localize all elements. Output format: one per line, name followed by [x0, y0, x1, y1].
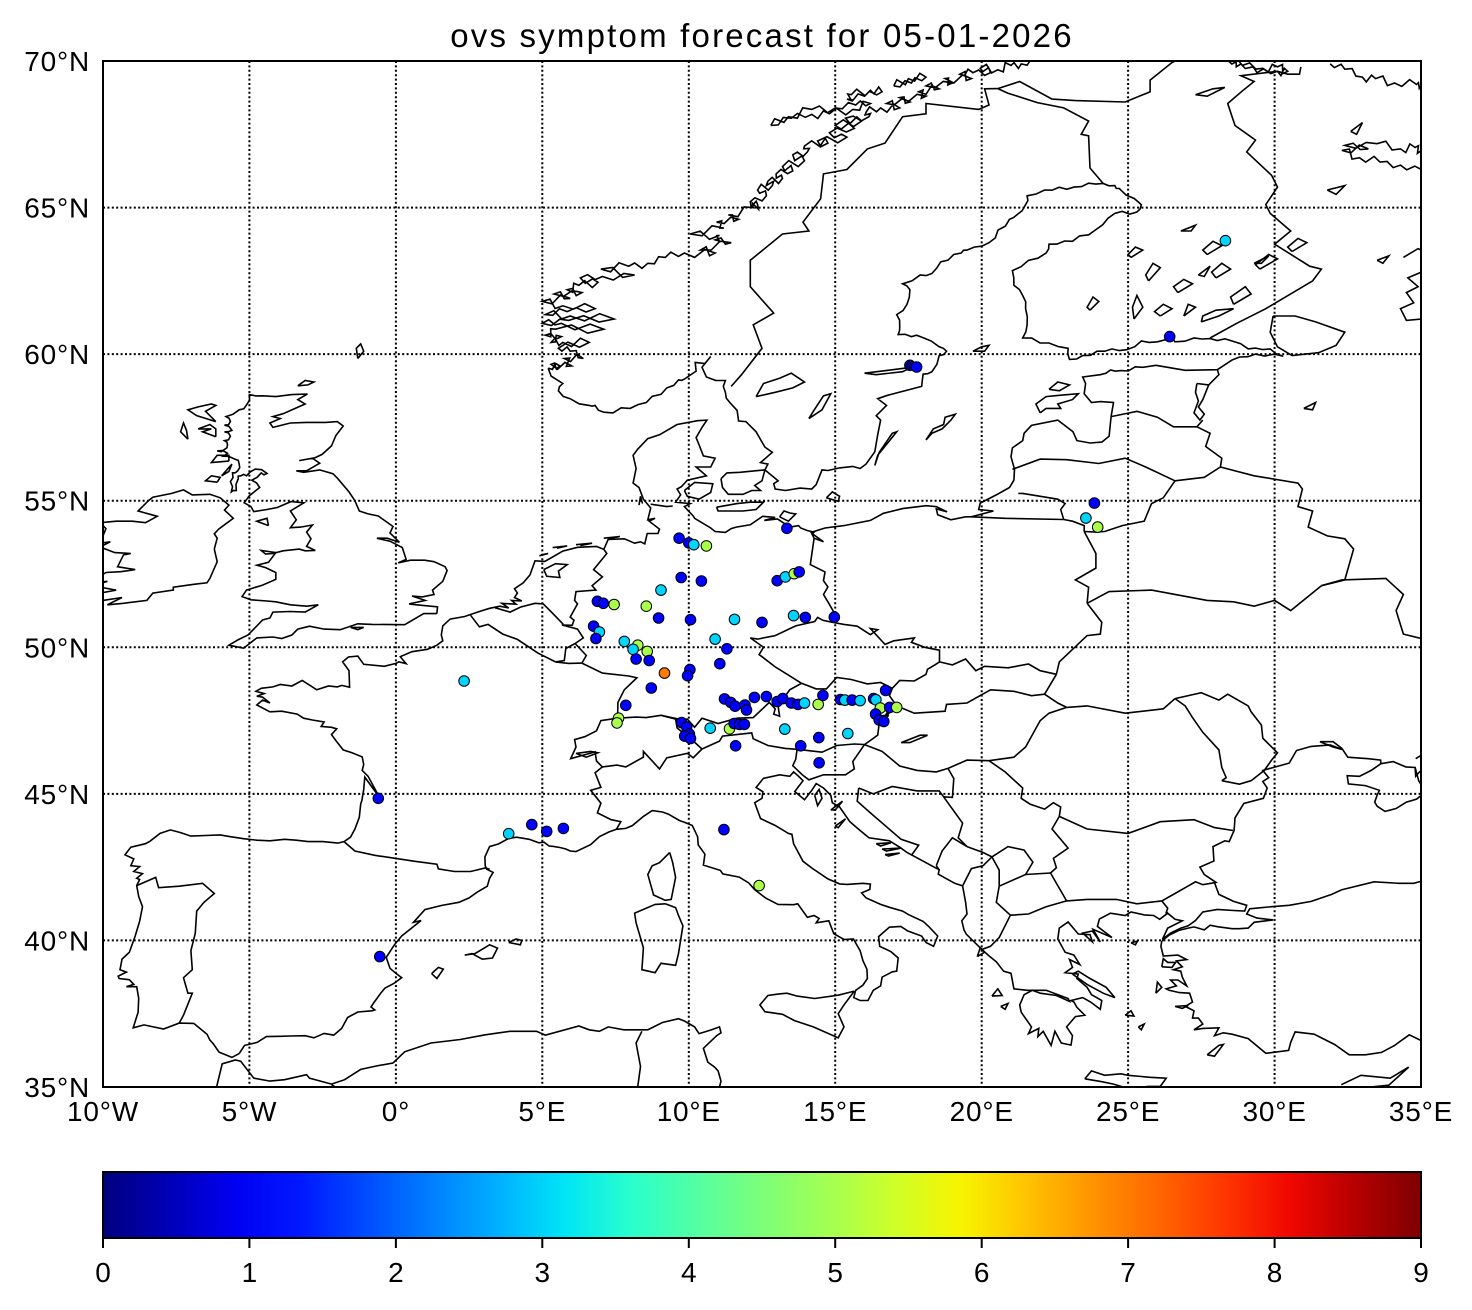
svg-text:35°E: 35°E — [1389, 1096, 1453, 1127]
svg-text:2: 2 — [388, 1257, 404, 1288]
svg-text:65°N: 65°N — [24, 193, 90, 224]
svg-text:6: 6 — [974, 1257, 990, 1288]
svg-text:5°E: 5°E — [518, 1096, 566, 1127]
svg-text:4: 4 — [681, 1257, 697, 1288]
svg-text:3: 3 — [535, 1257, 551, 1288]
svg-text:0°: 0° — [382, 1096, 410, 1127]
svg-text:30°E: 30°E — [1242, 1096, 1306, 1127]
svg-text:35°N: 35°N — [24, 1072, 90, 1103]
svg-text:15°E: 15°E — [803, 1096, 867, 1127]
svg-text:5°W: 5°W — [222, 1096, 278, 1127]
svg-text:10°W: 10°W — [67, 1096, 139, 1127]
svg-text:60°N: 60°N — [24, 339, 90, 370]
svg-text:0: 0 — [95, 1257, 111, 1288]
svg-text:45°N: 45°N — [24, 779, 90, 810]
svg-text:10°E: 10°E — [657, 1096, 721, 1127]
svg-text:9: 9 — [1413, 1257, 1429, 1288]
svg-text:50°N: 50°N — [24, 632, 90, 663]
svg-text:5: 5 — [827, 1257, 843, 1288]
svg-text:55°N: 55°N — [24, 486, 90, 517]
svg-text:8: 8 — [1267, 1257, 1283, 1288]
svg-text:20°E: 20°E — [950, 1096, 1014, 1127]
svg-text:1: 1 — [242, 1257, 258, 1288]
svg-text:40°N: 40°N — [24, 925, 90, 956]
svg-text:25°E: 25°E — [1096, 1096, 1160, 1127]
svg-text:ovs symptom forecast for 05-01: ovs symptom forecast for 05-01-2026 — [450, 17, 1074, 54]
svg-text:7: 7 — [1120, 1257, 1136, 1288]
svg-text:70°N: 70°N — [24, 46, 90, 77]
